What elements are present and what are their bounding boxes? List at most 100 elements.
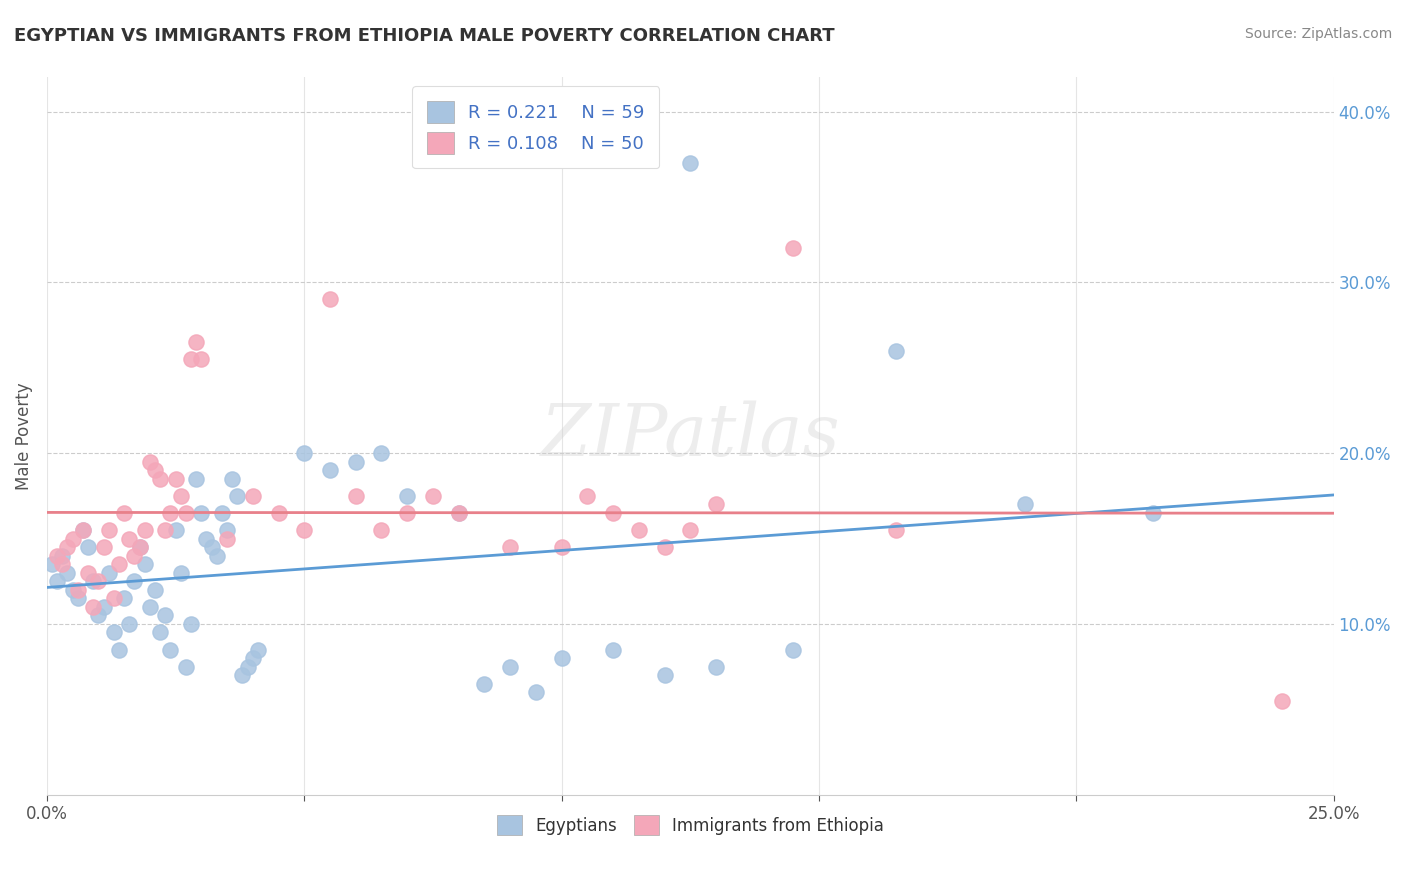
Point: [155, 608, 177, 623]
Point: [447, 506, 470, 520]
Point: [180, 352, 202, 367]
Point: [82, 599, 104, 614]
Point: [499, 540, 522, 554]
Point: [292, 446, 315, 460]
Point: [97, 566, 120, 580]
Point: [139, 455, 162, 469]
Point: [226, 489, 249, 503]
Point: [1271, 694, 1294, 708]
Point: [422, 489, 444, 503]
Point: [72, 523, 94, 537]
Point: [128, 540, 150, 554]
Point: [396, 489, 419, 503]
Point: [93, 599, 115, 614]
Point: [370, 446, 392, 460]
Point: [139, 599, 162, 614]
Point: [396, 506, 419, 520]
Point: [77, 540, 100, 554]
Point: [128, 540, 150, 554]
Point: [134, 557, 156, 571]
Point: [149, 625, 172, 640]
Point: [242, 489, 264, 503]
Point: [215, 532, 238, 546]
Point: [174, 659, 197, 673]
Point: [602, 506, 624, 520]
Point: [704, 659, 727, 673]
Point: [550, 651, 572, 665]
Y-axis label: Male Poverty: Male Poverty: [15, 383, 32, 490]
Point: [200, 540, 222, 554]
Point: [46, 574, 69, 589]
Point: [143, 582, 166, 597]
Point: [215, 523, 238, 537]
Point: [165, 472, 187, 486]
Point: [186, 335, 208, 350]
Point: [576, 489, 599, 503]
Point: [1014, 497, 1036, 511]
Point: [51, 549, 73, 563]
Point: [627, 523, 650, 537]
Point: [72, 523, 94, 537]
Point: [103, 625, 125, 640]
Point: [782, 241, 804, 255]
Point: [124, 549, 146, 563]
Point: [112, 506, 135, 520]
Point: [77, 566, 100, 580]
Point: [134, 523, 156, 537]
Point: [499, 659, 522, 673]
Point: [118, 532, 141, 546]
Text: ZIPatlas: ZIPatlas: [540, 401, 839, 471]
Point: [319, 293, 342, 307]
Point: [155, 523, 177, 537]
Point: [112, 591, 135, 606]
Point: [447, 506, 470, 520]
Point: [524, 685, 547, 699]
Point: [221, 472, 243, 486]
Point: [602, 642, 624, 657]
Point: [87, 608, 110, 623]
Point: [103, 591, 125, 606]
Point: [190, 352, 212, 367]
Point: [82, 574, 104, 589]
Point: [195, 532, 218, 546]
Point: [62, 532, 84, 546]
Point: [41, 557, 63, 571]
Point: [782, 642, 804, 657]
Point: [344, 455, 367, 469]
Point: [370, 523, 392, 537]
Point: [319, 463, 342, 477]
Point: [56, 566, 79, 580]
Point: [56, 540, 79, 554]
Point: [884, 523, 907, 537]
Point: [190, 506, 212, 520]
Point: [174, 506, 197, 520]
Point: [93, 540, 115, 554]
Point: [66, 591, 89, 606]
Point: [124, 574, 146, 589]
Point: [108, 557, 131, 571]
Point: [118, 616, 141, 631]
Text: EGYPTIAN VS IMMIGRANTS FROM ETHIOPIA MALE POVERTY CORRELATION CHART: EGYPTIAN VS IMMIGRANTS FROM ETHIOPIA MAL…: [14, 27, 835, 45]
Point: [654, 540, 676, 554]
Point: [46, 549, 69, 563]
Point: [679, 156, 702, 170]
Point: [205, 549, 228, 563]
Legend: Egyptians, Immigrants from Ethiopia: Egyptians, Immigrants from Ethiopia: [488, 806, 891, 844]
Point: [474, 676, 496, 690]
Text: Source: ZipAtlas.com: Source: ZipAtlas.com: [1244, 27, 1392, 41]
Point: [108, 642, 131, 657]
Point: [292, 523, 315, 537]
Point: [884, 343, 907, 358]
Point: [1142, 506, 1164, 520]
Point: [242, 651, 264, 665]
Point: [165, 523, 187, 537]
Point: [267, 506, 290, 520]
Point: [186, 472, 208, 486]
Point: [654, 668, 676, 682]
Point: [246, 642, 269, 657]
Point: [180, 616, 202, 631]
Point: [66, 582, 89, 597]
Point: [231, 668, 253, 682]
Point: [159, 642, 181, 657]
Point: [97, 523, 120, 537]
